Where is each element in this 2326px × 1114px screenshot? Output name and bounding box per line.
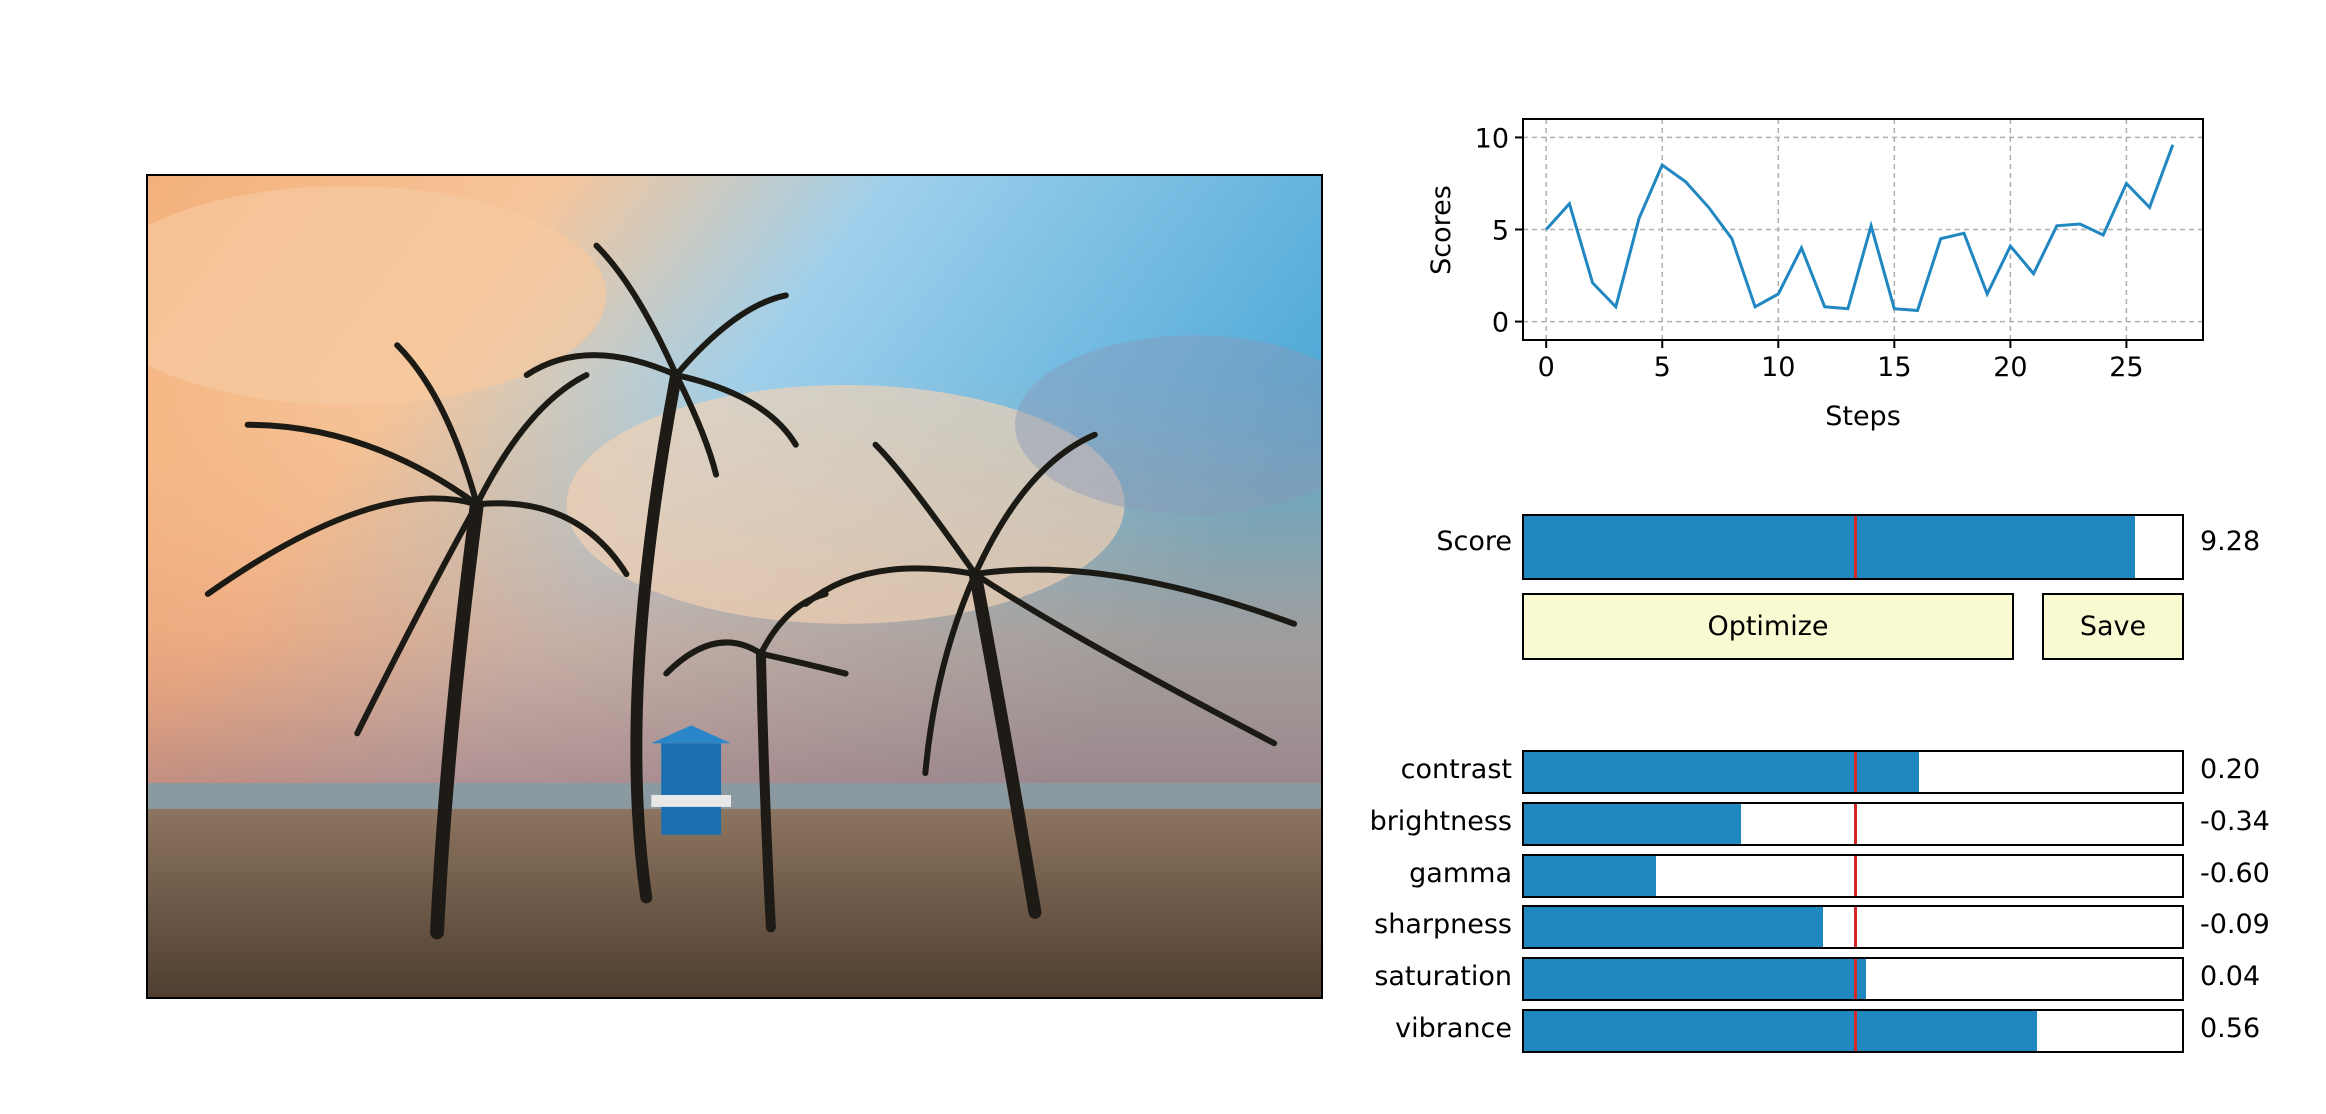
param-slider-midline <box>1854 1011 1857 1051</box>
param-value-contrast: 0.20 <box>2200 754 2261 785</box>
score-slider[interactable] <box>1522 514 2184 580</box>
beach-photo <box>146 174 1323 999</box>
chart-series-line <box>1545 144 2175 313</box>
param-slider-saturation[interactable] <box>1522 957 2184 1002</box>
score-value: 9.28 <box>2200 526 2261 557</box>
param-slider-fill <box>1524 855 1656 896</box>
param-slider-sharpness[interactable] <box>1522 905 2184 950</box>
param-label-gamma: gamma <box>1409 857 1512 889</box>
chart-xtick-label: 10 <box>1761 352 1795 383</box>
param-slider-fill <box>1524 907 1824 948</box>
param-label-saturation: saturation <box>1374 961 1512 993</box>
param-value-saturation: 0.04 <box>2200 961 2261 993</box>
chart-xtick-label: 20 <box>1993 352 2027 383</box>
param-slider-midline <box>1854 855 1857 896</box>
param-value-brightness: -0.34 <box>2200 805 2270 837</box>
chart-xtick-label: 15 <box>1877 352 1911 383</box>
score-history-chart: 0 5 10 15 20 25 0 5 10 Steps Scores <box>1426 118 2204 432</box>
param-slider-fill <box>1524 752 1919 792</box>
chart-ytick-label: 10 <box>1475 123 1509 154</box>
param-slider-brightness[interactable] <box>1522 801 2184 846</box>
chart-xtick-label: 5 <box>1654 352 1671 383</box>
score-slider-fill <box>1524 516 2135 578</box>
chart-ticks: 0 5 10 15 20 25 0 5 10 <box>1475 123 2144 383</box>
score-slider-midline <box>1854 516 1857 578</box>
chart-grid <box>1523 119 2203 340</box>
param-label-contrast: contrast <box>1400 754 1512 785</box>
param-slider-midline <box>1854 803 1857 844</box>
param-value-sharpness: -0.09 <box>2200 909 2270 941</box>
param-label-brightness: brightness <box>1369 805 1512 837</box>
param-label-sharpness: sharpness <box>1374 909 1512 941</box>
param-slider-fill <box>1524 959 1867 1000</box>
param-slider-contrast[interactable] <box>1522 750 2184 794</box>
beach-photo-image <box>148 176 1321 997</box>
param-slider-fill <box>1524 1011 2038 1051</box>
param-slider-midline <box>1854 907 1857 948</box>
save-button[interactable]: Save <box>2042 593 2184 660</box>
chart-ytick-label: 0 <box>1492 308 1509 339</box>
param-value-vibrance: 0.56 <box>2200 1013 2261 1044</box>
score-label: Score <box>1436 526 1512 557</box>
param-slider-midline <box>1854 752 1857 792</box>
chart-xtick-label: 0 <box>1538 352 1555 383</box>
chart-ylabel: Scores <box>1426 185 1457 275</box>
chart-ytick-label: 5 <box>1492 216 1509 247</box>
param-slider-midline <box>1854 959 1857 1000</box>
optimize-button[interactable]: Optimize <box>1522 593 2014 660</box>
param-slider-gamma[interactable] <box>1522 853 2184 898</box>
param-label-vibrance: vibrance <box>1395 1013 1512 1044</box>
chart-xtick-label: 25 <box>2109 352 2143 383</box>
param-slider-fill <box>1524 803 1742 844</box>
param-slider-vibrance[interactable] <box>1522 1009 2184 1053</box>
param-value-gamma: -0.60 <box>2200 857 2270 889</box>
chart-xlabel: Steps <box>1825 401 1901 432</box>
